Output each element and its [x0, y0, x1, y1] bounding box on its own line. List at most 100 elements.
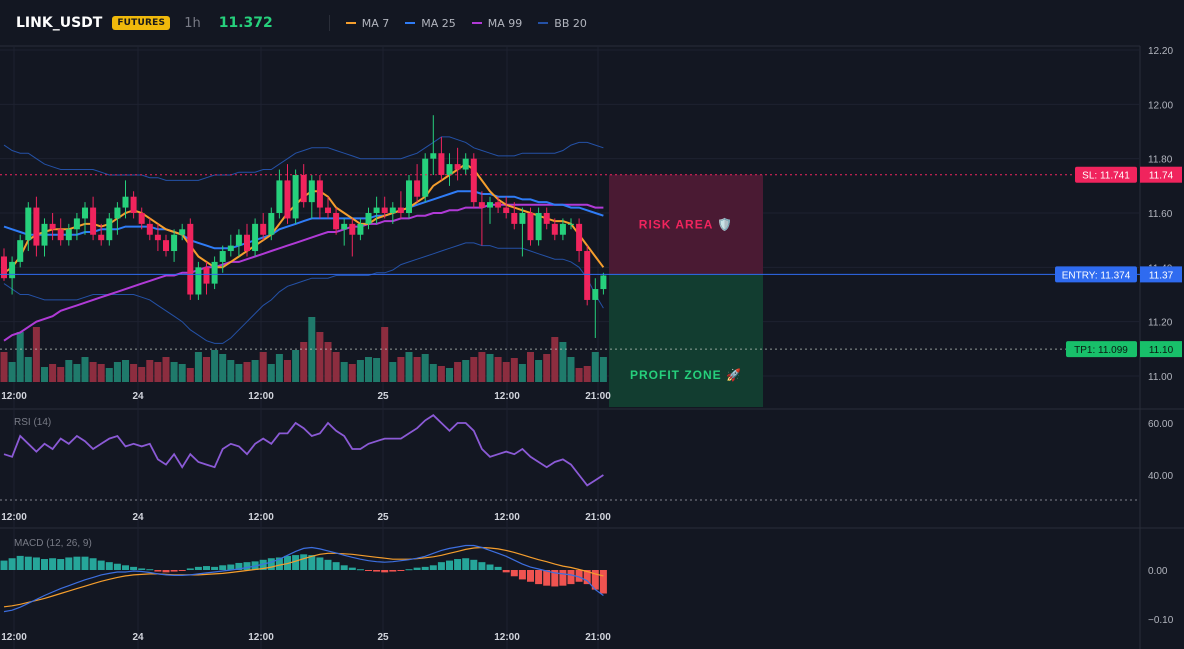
candle-body [527, 213, 534, 241]
candle-body [57, 229, 64, 241]
macd-histogram-bar [551, 570, 559, 587]
price-tick-label: 11.00 [1148, 372, 1173, 383]
macd-histogram-bar [186, 568, 194, 570]
macd-histogram-bar [446, 560, 453, 570]
position-zones: RISK AREA 🛡️ PROFIT ZONE 🚀 [609, 174, 763, 407]
ma99-swatch [471, 22, 482, 24]
timeframe-label[interactable]: 1h [184, 15, 201, 31]
candle-body [90, 207, 97, 235]
candle-body [235, 234, 242, 246]
tp1-price-value: 11.10 [1149, 345, 1174, 356]
candle-body [49, 223, 56, 230]
volume-bar [203, 357, 210, 382]
macd-tick-label: 0.00 [1148, 566, 1168, 577]
candle-body [551, 223, 558, 235]
macd-histogram-bar [49, 558, 57, 570]
macd-histogram-bar [413, 567, 421, 570]
volume-bar [57, 367, 65, 382]
time-tick-label: 24 [132, 632, 144, 643]
candle-body [187, 223, 194, 295]
rsi-line [3, 414, 604, 487]
time-tick-label: 12:00 [248, 632, 274, 643]
candle-body [592, 289, 599, 300]
macd-histogram-bar [138, 568, 146, 570]
risk-area-zone [609, 174, 763, 275]
candle-body [41, 223, 48, 246]
volume-bar [381, 327, 389, 382]
volume-bar [462, 360, 470, 382]
candle-body [276, 180, 283, 213]
volume-bar [429, 364, 437, 382]
macd-histogram-bar [591, 570, 599, 590]
macd-histogram-bar [397, 570, 405, 571]
legend-ma99[interactable]: MA 99 [471, 17, 522, 30]
volume-bar [340, 362, 348, 382]
macd-histogram-bar [405, 569, 413, 571]
candle-body [171, 234, 178, 252]
legend-bb20[interactable]: BB 20 [538, 17, 587, 30]
macd-title: MACD (12, 26, 9) [14, 538, 92, 549]
volume-bar [8, 362, 16, 382]
candle-body [130, 196, 137, 213]
candle-body [82, 207, 88, 219]
macd-histogram-bar [421, 566, 429, 570]
candle-body [268, 213, 275, 235]
volume-bar [316, 332, 324, 382]
candle-body [260, 223, 267, 235]
volume-bar [113, 362, 121, 382]
volume-bar [324, 342, 332, 382]
legend-ma25[interactable]: MA 25 [405, 17, 456, 30]
time-tick-label: 25 [377, 512, 389, 523]
macd-histogram-bar [235, 562, 243, 570]
volume-bar [405, 352, 413, 382]
volume-bar [275, 354, 283, 382]
volume-bar [24, 357, 32, 382]
candle-body [519, 213, 526, 224]
macd-histogram-bar [130, 566, 138, 570]
candle-body [406, 180, 412, 213]
trade-levels [0, 174, 1140, 350]
macd-histogram-bar [211, 566, 219, 570]
volume-bar [186, 368, 194, 382]
macd-histogram-bar [57, 559, 65, 570]
ma7-swatch [345, 22, 356, 24]
legend-ma7[interactable]: MA 7 [345, 17, 389, 30]
candle-body [511, 213, 518, 224]
macd-histogram-bar [454, 559, 462, 570]
macd-histogram-bar [356, 569, 364, 571]
macd-histogram-bar [227, 564, 235, 570]
macd-histogram-bar [284, 555, 291, 570]
symbol-name[interactable]: LINK_USDT [16, 15, 103, 31]
macd-histogram-bar [583, 570, 591, 585]
header-divider [328, 15, 330, 31]
candle-body [244, 234, 250, 252]
rsi-title: RSI (14) [14, 417, 51, 428]
time-tick-label: 21:00 [585, 632, 611, 643]
volume-bar [494, 357, 502, 382]
candle-body [65, 229, 72, 241]
time-tick-label: 12:00 [1, 512, 27, 523]
candle-body [98, 234, 105, 241]
legend-ma25-label: MA 25 [421, 16, 456, 30]
macd-histogram-bar [502, 570, 510, 573]
candle-body [33, 207, 40, 246]
time-tick-label: 12:00 [248, 391, 274, 402]
candle-body [114, 207, 121, 219]
volume-bar [219, 354, 227, 382]
profit-zone-label: PROFIT ZONE 🚀 [630, 368, 742, 382]
macd-signal-line [3, 546, 604, 608]
candle-body [300, 174, 307, 203]
entry-price-tag [1140, 266, 1182, 283]
volume-bar [65, 360, 73, 382]
candle-body [106, 218, 113, 241]
profit-zone-area [609, 274, 763, 407]
macd-histogram-bar [97, 560, 105, 570]
candle-body [576, 223, 583, 252]
candle-body [503, 207, 510, 213]
level-tags: SL: 11.741 11.74 ENTRY: 11.374 11.37 TP1… [1055, 166, 1182, 358]
volume-bar [365, 357, 372, 382]
volume-bar [138, 367, 146, 382]
candle-body [543, 213, 550, 224]
candle-body [195, 267, 202, 295]
